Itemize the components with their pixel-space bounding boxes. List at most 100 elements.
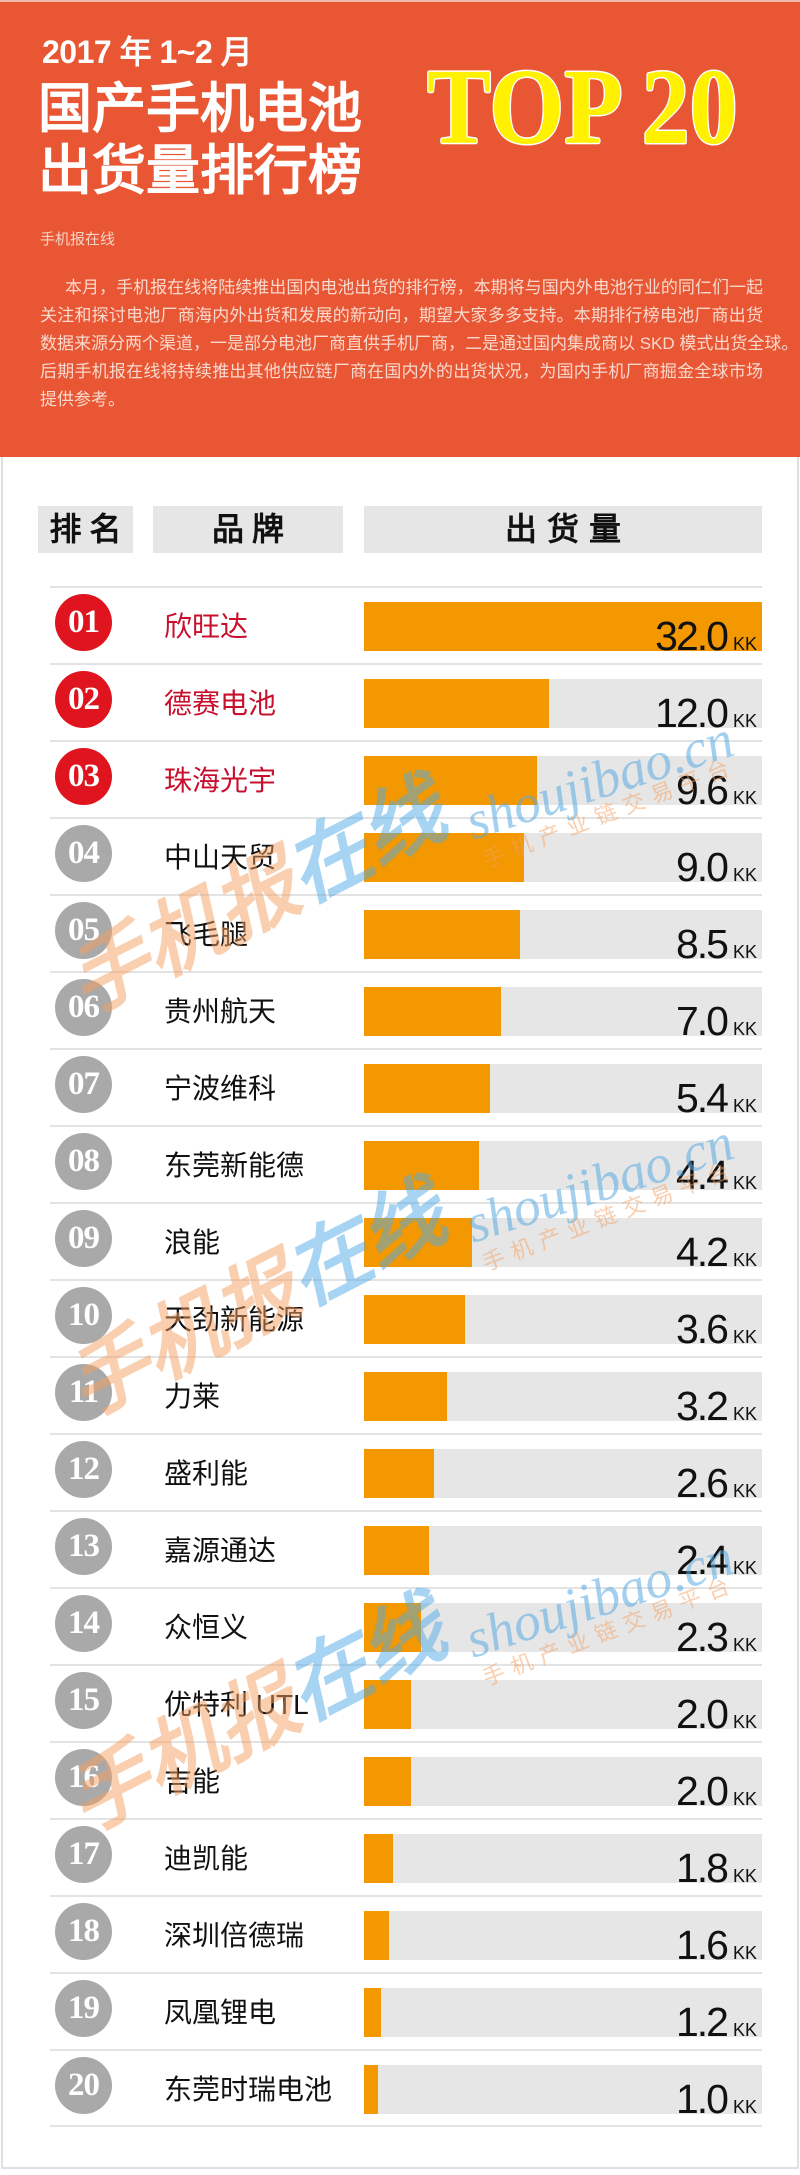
shipment-value: 4.4 KK [676, 1155, 757, 1196]
ranking-row: 07 宁波维科 5.4 KK [0, 1048, 800, 1125]
rank-number: 17 [68, 1836, 100, 1872]
shipment-bar-fill [364, 1603, 421, 1652]
ranking-row: 04 中山天贸 9.0 KK [0, 817, 800, 894]
shipment-unit: KK [732, 2020, 757, 2040]
top-strip [0, 0, 800, 2]
shipment-number: 4.4 [675, 1152, 729, 1198]
rank-number: 07 [68, 1066, 100, 1102]
rank-badge: 06 [55, 979, 112, 1036]
shipment-number: 7.0 [675, 998, 729, 1044]
shipment-number: 2.3 [675, 1614, 729, 1660]
intro-line: 后期手机报在线将持续推出其他供应链厂商在国内外的出货状况，为国内手机厂商掘金全球… [40, 362, 763, 381]
shipment-bar: 2.0 KK [364, 1757, 762, 1812]
rank-badge: 07 [55, 1056, 112, 1113]
brand-name: 贵州航天 [164, 996, 277, 1027]
shipment-unit: KK [732, 1558, 757, 1578]
shipment-bar-fill [364, 1064, 491, 1113]
shipment-unit: KK [732, 1096, 757, 1116]
intro-line: 提供参考。 [40, 390, 125, 409]
rank-number: 20 [68, 2067, 100, 2103]
shipment-unit: KK [732, 942, 757, 962]
shipment-bar: 5.4 KK [364, 1064, 762, 1119]
row-divider [50, 1664, 762, 1666]
rank-badge: 04 [55, 825, 112, 882]
rank-number: 13 [68, 1528, 100, 1564]
row-divider [50, 1741, 762, 1743]
row-divider [50, 817, 762, 819]
shipment-bar-fill [364, 1680, 411, 1729]
shipment-unit: KK [732, 788, 757, 808]
rank-badge: 02 [55, 671, 112, 728]
shipment-bar: 2.3 KK [364, 1603, 762, 1658]
shipment-value: 5.4 KK [676, 1078, 757, 1119]
shipment-unit: KK [732, 1250, 757, 1270]
brand-name: 欣旺达 [164, 611, 249, 642]
header-banner: 2017 年 1~2 月 国产手机电池 出货量排行榜 TOP 20 手机报在线 … [0, 0, 800, 457]
shipment-bar: 32.0 KK [364, 602, 762, 657]
shipment-bar: 2.6 KK [364, 1449, 762, 1504]
shipment-value: 1.8 KK [676, 1848, 757, 1889]
row-divider [50, 740, 762, 742]
rank-badge: 18 [55, 1903, 112, 1960]
rank-number: 05 [68, 912, 100, 948]
shipment-value: 32.0 KK [655, 616, 757, 657]
shipment-bar: 9.6 KK [364, 756, 762, 811]
shipment-number: 4.2 [675, 1229, 729, 1275]
ranking-row: 14 众恒义 2.3 KK [0, 1587, 800, 1664]
row-divider [50, 1818, 762, 1820]
ranking-row: 08 东莞新能德 4.4 KK [0, 1125, 800, 1202]
rank-number: 10 [68, 1297, 100, 1333]
ranking-row: 03 珠海光宇 9.6 KK [0, 740, 800, 817]
rank-number: 06 [68, 989, 100, 1025]
brand-name: 嘉源通达 [164, 1535, 277, 1566]
brand-name: 力莱 [164, 1381, 221, 1412]
brand-name: 迪凯能 [164, 1843, 249, 1874]
shipment-bar: 12.0 KK [364, 679, 762, 734]
shipment-unit: KK [732, 1789, 757, 1809]
period-label: 2017 年 1~2 月 [42, 34, 253, 70]
shipment-number: 5.4 [675, 1075, 729, 1121]
row-divider [50, 586, 762, 588]
rank-number: 16 [68, 1759, 100, 1795]
rank-badge: 09 [55, 1210, 112, 1267]
row-divider [50, 1202, 762, 1204]
shipment-unit: KK [732, 1866, 757, 1886]
shipment-number: 3.6 [675, 1306, 729, 1352]
rank-badge: 17 [55, 1826, 112, 1883]
shipment-bar: 1.0 KK [364, 2065, 762, 2120]
intro-line: 数据来源分两个渠道，一是部分电池厂商直供手机厂商，二是通过国内集成商以 SKD … [40, 334, 799, 353]
shipment-bar-fill [364, 833, 524, 882]
shipment-bar-fill [364, 1834, 394, 1883]
rank-badge: 10 [55, 1287, 112, 1344]
rank-badge: 01 [55, 594, 112, 651]
rank-badge: 14 [55, 1595, 112, 1652]
shipment-bar-fill [364, 1988, 382, 2037]
ranking-row: 17 迪凯能 1.8 KK [0, 1818, 800, 1895]
ranking-list: 01 欣旺达 32.0 KK 02 德赛电池 12.0 KK 03 [0, 586, 800, 2126]
shipment-value: 2.6 KK [676, 1463, 757, 1504]
row-divider [50, 1356, 762, 1358]
shipment-bar-fill [364, 2065, 378, 2114]
shipment-unit: KK [732, 1173, 757, 1193]
rank-number: 04 [68, 835, 100, 871]
rank-number: 14 [68, 1605, 100, 1641]
brand-name: 盛利能 [164, 1458, 249, 1489]
rank-badge: 15 [55, 1672, 112, 1729]
shipment-unit: KK [732, 1943, 757, 1963]
ranking-row: 19 凤凰锂电 1.2 KK [0, 1972, 800, 2049]
brand-name: 东莞新能德 [164, 1150, 305, 1181]
ranking-row: 01 欣旺达 32.0 KK [0, 586, 800, 663]
shipment-bar: 1.6 KK [364, 1911, 762, 1966]
shipment-number: 1.0 [675, 2076, 729, 2122]
shipment-value: 1.6 KK [676, 1925, 757, 1966]
shipment-bar-fill [364, 1295, 466, 1344]
shipment-unit: KK [732, 1635, 757, 1655]
shipment-number: 1.2 [675, 1999, 729, 2045]
shipment-bar: 1.2 KK [364, 1988, 762, 2043]
brand-name: 浪能 [164, 1227, 221, 1258]
shipment-bar-fill [364, 1141, 480, 1190]
rank-badge: 05 [55, 902, 112, 959]
ranking-row: 12 盛利能 2.6 KK [0, 1433, 800, 1510]
shipment-bar: 4.4 KK [364, 1141, 762, 1196]
column-header-rank: 排名 [38, 506, 133, 553]
